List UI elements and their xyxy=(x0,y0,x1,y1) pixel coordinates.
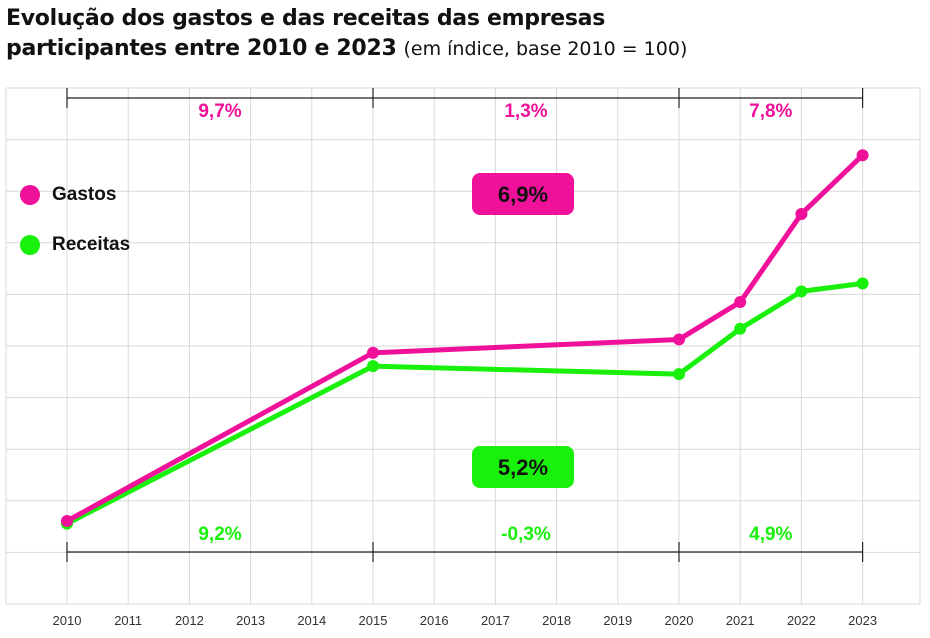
series-line-receitas xyxy=(64,280,866,527)
x-tick-label: 2015 xyxy=(359,613,388,628)
legend-swatch-receitas xyxy=(20,235,40,255)
data-point-receitas xyxy=(367,360,379,373)
data-point-receitas xyxy=(795,285,808,298)
period-label-gastos: 9,7% xyxy=(198,101,241,122)
legend-item-receitas: Receitas xyxy=(20,234,130,256)
chart-title: Evolução dos gastos e das receitas das e… xyxy=(6,4,906,64)
overall-badge-receitas: 5,2% xyxy=(498,455,548,480)
period-label-gastos: 7,8% xyxy=(749,101,792,122)
legend-item-gastos: Gastos xyxy=(20,184,116,206)
legend-swatch-gastos xyxy=(20,185,40,205)
overall-badge-gastos-box xyxy=(472,173,574,215)
legend-label-gastos: Gastos xyxy=(52,184,117,205)
title-line-1: Evolução dos gastos e das receitas das e… xyxy=(6,6,606,31)
x-tick-label: 2021 xyxy=(726,613,755,628)
data-point-receitas xyxy=(673,368,685,381)
chart-subtitle: (em índice, base 2010 = 100) xyxy=(403,38,688,60)
x-tick-label: 2017 xyxy=(481,613,510,628)
x-tick-label: 2014 xyxy=(297,613,326,628)
x-tick-label: 2019 xyxy=(603,613,632,628)
overall-badge-receitas-box xyxy=(472,446,574,488)
data-point-receitas xyxy=(856,277,869,290)
title-line-2: participantes entre 2010 e 2023 xyxy=(6,36,397,61)
x-tick-label: 2011 xyxy=(114,613,142,628)
x-tick-label: 2023 xyxy=(848,613,877,628)
data-point-gastos xyxy=(856,149,869,162)
x-tick-label: 2010 xyxy=(53,613,82,628)
x-tick-label: 2022 xyxy=(787,613,816,628)
data-point-gastos xyxy=(734,296,747,309)
data-point-gastos xyxy=(673,333,685,346)
x-tick-label: 2013 xyxy=(236,613,265,628)
overall-badge-gastos: 6,9% xyxy=(498,182,548,207)
series-line-gastos xyxy=(64,152,866,524)
legend-label-receitas: Receitas xyxy=(52,234,131,255)
data-point-gastos xyxy=(367,346,379,359)
period-label-receitas: 9,2% xyxy=(198,524,241,545)
period-label-gastos: 1,3% xyxy=(504,101,547,122)
x-tick-label: 2016 xyxy=(420,613,449,628)
x-tick-label: 2020 xyxy=(665,613,694,628)
period-label-receitas: 4,9% xyxy=(749,524,792,545)
x-tick-label: 2018 xyxy=(542,613,571,628)
data-point-gastos xyxy=(795,207,808,220)
period-label-receitas: -0,3% xyxy=(501,524,551,545)
x-tick-label: 2012 xyxy=(175,613,204,628)
data-point-gastos xyxy=(61,515,73,527)
data-point-receitas xyxy=(734,322,747,335)
